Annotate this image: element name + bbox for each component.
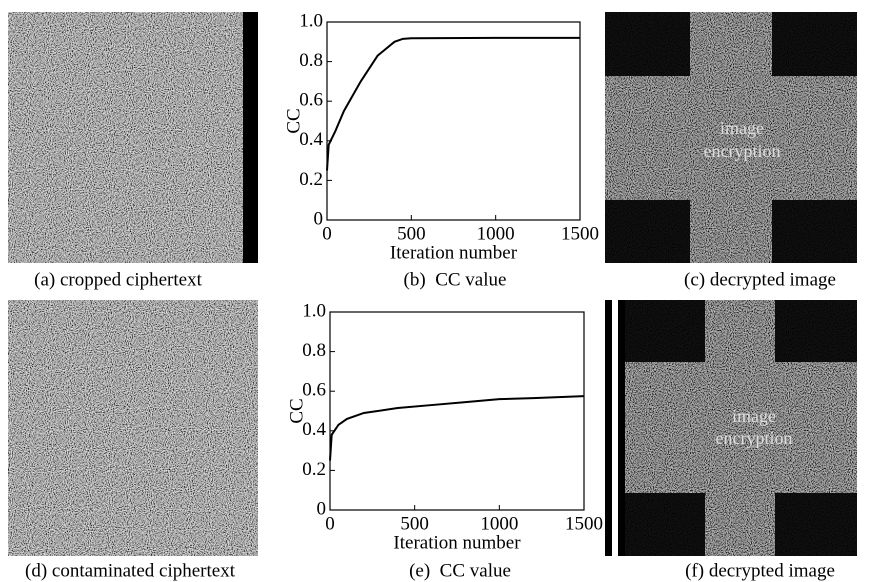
- image-f: image encryption: [605, 300, 857, 556]
- y-tick-label: 0.2: [299, 169, 323, 190]
- image-d: [8, 300, 258, 556]
- image-text: encryption: [704, 141, 781, 161]
- y-tick-label: 0.4: [302, 419, 326, 440]
- x-axis-label: Iteration number: [390, 242, 518, 263]
- x-tick-label: 1000: [477, 223, 515, 244]
- caption: (a) cropped ciphertext: [34, 269, 202, 290]
- x-tick-label: 0: [325, 513, 335, 534]
- y-tick-label: 0.6: [299, 90, 323, 111]
- y-axis-label: CC: [286, 398, 307, 423]
- y-tick-label: 1.0: [299, 10, 323, 31]
- caption: (b) CC value: [404, 269, 507, 290]
- x-tick-label: 1500: [561, 223, 599, 244]
- x-tick-label: 0: [322, 223, 332, 244]
- image-a: [8, 12, 258, 263]
- y-tick-label: 0.8: [299, 50, 323, 71]
- y-tick-label: 1.0: [302, 300, 326, 321]
- line: [329, 395, 585, 461]
- plot-frame: [329, 311, 585, 511]
- image-text: image: [732, 406, 776, 426]
- x-tick-label: 500: [397, 223, 426, 244]
- y-axis-label: CC: [283, 108, 304, 133]
- caption: (f) decrypted image: [685, 560, 835, 581]
- image-text: encryption: [716, 428, 793, 448]
- y-tick-label: 0: [317, 498, 327, 519]
- x-axis-label: Iteration number: [393, 532, 521, 553]
- x-tick-label: 1000: [480, 513, 518, 534]
- y-tick-label: 0.8: [302, 340, 326, 361]
- x-tick-label: 1500: [565, 513, 603, 534]
- y-tick-label: 0.6: [302, 380, 326, 401]
- x-tick-label: 500: [400, 513, 429, 534]
- y-tick-label: 0: [314, 208, 324, 229]
- y-tick-label: 0.4: [299, 129, 323, 150]
- image-text: image: [720, 118, 764, 138]
- plot-frame: [326, 21, 581, 221]
- line: [326, 36, 580, 171]
- caption: (c) decrypted image: [684, 269, 836, 290]
- caption: (e) CC value: [409, 560, 511, 581]
- y-tick-label: 0.2: [302, 459, 326, 480]
- image-c: image encryption: [605, 12, 857, 263]
- caption: (d) contaminated ciphertext: [25, 560, 236, 581]
